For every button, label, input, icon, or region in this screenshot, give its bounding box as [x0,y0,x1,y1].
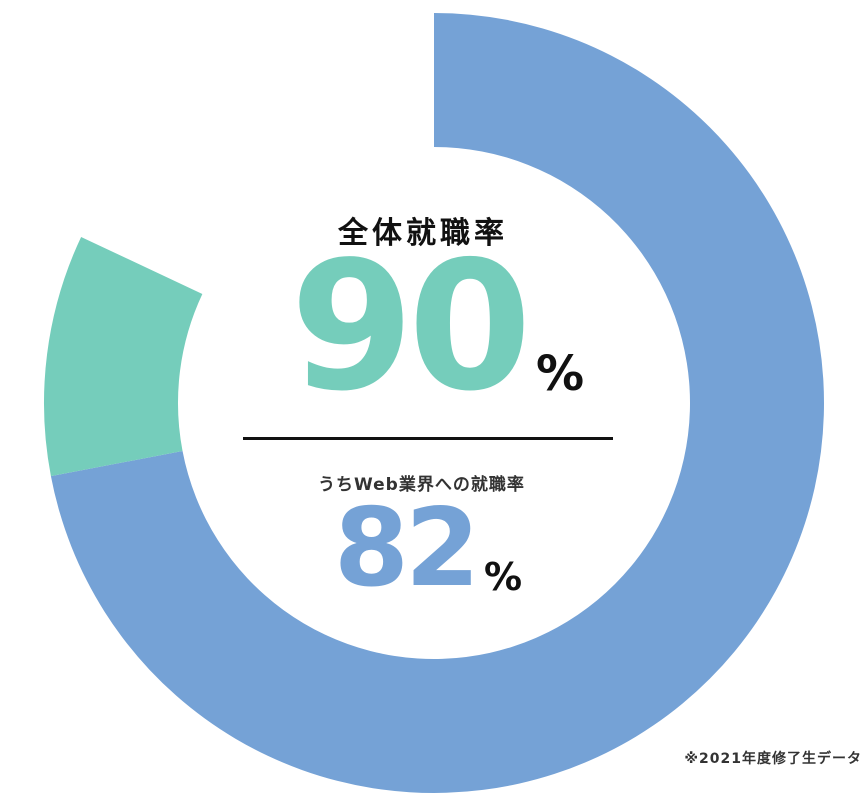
donut-segment-2 [44,236,203,477]
web-rate-unit: % [484,555,523,599]
web-rate-value: 82 [333,486,480,611]
footnote: ※2021年度修了生データ [684,751,862,767]
web-rate-title: うちWeb業界への就職率 [318,475,525,495]
donut-segment-1 [50,13,825,793]
overall-rate-unit: % [536,346,585,402]
center-divider [243,437,613,440]
overall-rate-title: 全体就職率 [338,216,508,251]
overall-rate-value: 90 [290,223,532,430]
